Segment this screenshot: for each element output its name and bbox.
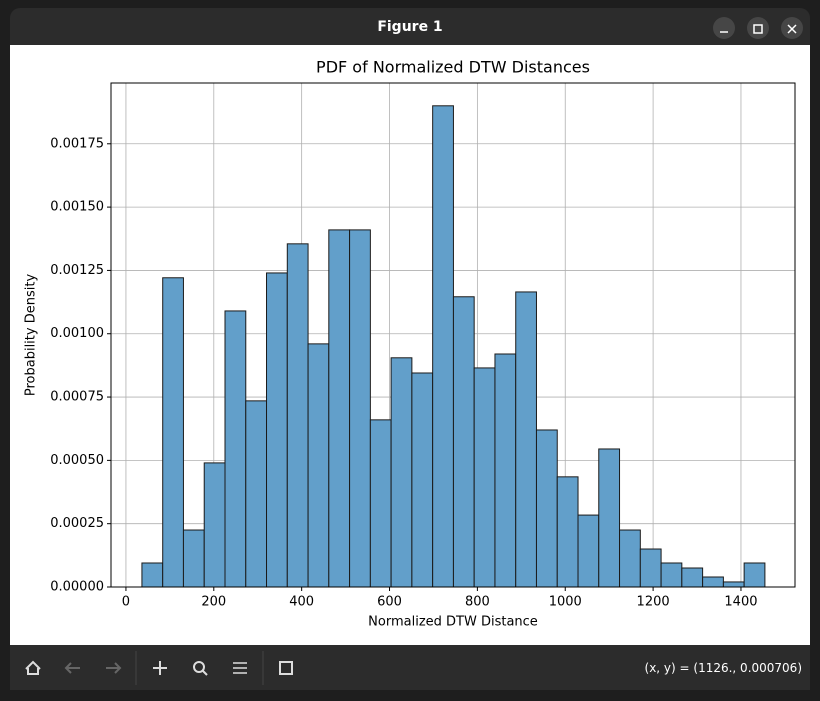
y-tick-label: 0.00075	[50, 390, 104, 405]
bar	[203, 462, 226, 588]
x-axis-label: Normalized DTW Distance	[368, 615, 538, 630]
y-tick-label: 0.00125	[50, 263, 104, 278]
bar	[411, 372, 434, 588]
save-button[interactable]	[279, 661, 293, 675]
toolbar: (x, y) = (1126., 0.000706)	[10, 645, 810, 690]
bar	[349, 229, 371, 588]
x-tick-label: 1200	[637, 595, 670, 610]
bar	[141, 562, 164, 588]
chart: 0.00000 0.00025 0.00050 0.00075 0.00100 0.001…	[24, 58, 796, 630]
bar	[473, 367, 496, 588]
x-tick-label: 0	[122, 595, 130, 610]
bar	[639, 548, 662, 588]
pan-button[interactable]	[153, 661, 167, 675]
x-tick-label: 200	[201, 595, 226, 610]
bar	[535, 429, 558, 588]
bar	[681, 567, 704, 588]
bar	[556, 476, 579, 588]
bar	[369, 419, 392, 588]
back-button[interactable]	[64, 662, 80, 674]
y-axis-label: Probability Density	[24, 274, 39, 397]
bar	[515, 291, 537, 588]
bar	[660, 562, 683, 588]
bar	[619, 529, 641, 588]
bar	[224, 310, 247, 588]
bar	[307, 343, 330, 588]
bar	[328, 229, 351, 588]
y-tick-label: 0.00050	[50, 453, 104, 468]
home-button[interactable]	[25, 660, 41, 675]
x-tick-label: 600	[377, 595, 402, 610]
chart-title: PDF of Normalized DTW Distances	[316, 58, 590, 77]
y-tick-label: 0.00175	[50, 136, 104, 151]
y-tick-label: 0.00025	[50, 516, 104, 531]
y-tick-label: 0.00000	[50, 580, 104, 595]
bar	[266, 272, 288, 588]
bar	[702, 576, 724, 588]
bar	[722, 581, 745, 588]
x-tick-label: 400	[289, 595, 314, 610]
x-tick-label: 800	[465, 595, 490, 610]
bar	[286, 243, 309, 588]
window-title: Figure 1	[377, 19, 443, 35]
x-tick-label: 1000	[549, 595, 582, 610]
y-tick-label: 0.00100	[50, 326, 104, 341]
bar	[598, 448, 621, 588]
configure-button[interactable]	[233, 662, 247, 674]
x-tick-label: 1400	[724, 595, 757, 610]
bar	[452, 296, 475, 588]
bar	[494, 353, 517, 588]
axes-frame	[110, 82, 796, 588]
bar	[577, 514, 600, 588]
forward-button[interactable]	[106, 662, 122, 674]
figure-canvas: 0.00000 0.00025 0.00050 0.00075 0.00100 0.001…	[10, 45, 810, 645]
minimize-button[interactable]	[713, 17, 735, 39]
bar	[182, 529, 205, 588]
bar	[162, 277, 184, 588]
zoom-button[interactable]	[193, 661, 208, 676]
close-button[interactable]	[781, 17, 803, 39]
bar	[743, 562, 766, 588]
bar	[390, 357, 413, 588]
bar	[245, 400, 268, 588]
status-text: (x, y) = (1126., 0.000706)	[644, 661, 802, 675]
maximize-button[interactable]	[747, 17, 769, 39]
toolbar-icons	[25, 651, 293, 685]
bar	[432, 105, 454, 588]
title-bar: Figure 1	[10, 8, 810, 45]
y-tick-label: 0.00150	[50, 200, 104, 215]
